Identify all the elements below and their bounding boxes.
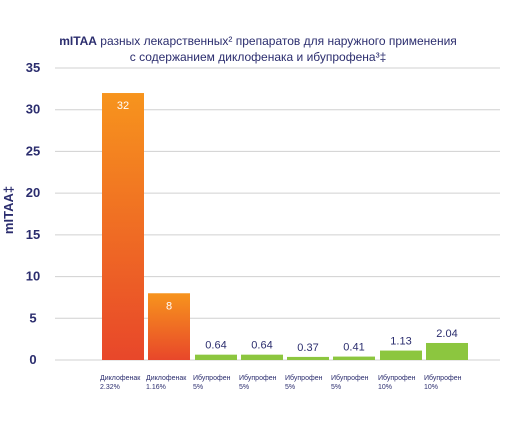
y-tick-label: 20 <box>26 185 40 200</box>
data-label: 0.64 <box>205 340 226 352</box>
data-label: 0.64 <box>251 340 272 352</box>
data-label: 2.04 <box>436 328 457 340</box>
bar <box>380 350 422 360</box>
x-tick-label-sub: 2.32% <box>100 384 120 391</box>
x-tick-label: Ибупрофен <box>239 374 277 382</box>
x-tick-label: Ибупрофен <box>285 374 323 382</box>
data-label: 32 <box>117 100 129 112</box>
x-tick-label: Ибупрофен <box>378 374 416 382</box>
data-label: 1.13 <box>390 336 411 348</box>
data-label: 0.37 <box>297 342 318 354</box>
chart-title: mITAA разных лекарственных² препаратов д… <box>0 33 516 65</box>
x-tick-label-sub: 5% <box>285 384 295 391</box>
y-tick-label: 10 <box>26 269 40 284</box>
title-bold: mITAA <box>59 34 97 48</box>
bar <box>287 356 329 360</box>
data-label: 0.41 <box>343 342 364 354</box>
title-rest: разных лекарственных² препаратов для нар… <box>96 34 457 48</box>
y-tick-label: 0 <box>29 352 36 367</box>
x-tick-label-sub: 5% <box>239 384 249 391</box>
data-label: 8 <box>166 300 172 312</box>
y-tick-label: 30 <box>26 102 40 117</box>
y-tick-label: 35 <box>26 60 40 75</box>
bar <box>241 354 283 360</box>
x-tick-label: Ибупрофен <box>331 374 369 382</box>
x-tick-label-sub: 1.16% <box>146 384 166 391</box>
x-tick-label-sub: 10% <box>378 384 392 391</box>
bar <box>102 93 144 361</box>
bar <box>195 354 237 360</box>
x-tick-label: Ибупрофен <box>424 374 462 382</box>
y-tick-label: 5 <box>29 310 36 325</box>
bar <box>148 293 190 360</box>
bar <box>333 356 375 360</box>
x-tick-label: Диклофенак <box>100 375 141 382</box>
x-tick-label-sub: 10% <box>424 384 438 391</box>
y-axis-label: mITAA‡ <box>1 186 16 234</box>
y-tick-label: 15 <box>26 227 40 242</box>
x-tick-label-sub: 5% <box>331 384 341 391</box>
title-line2: с содержанием диклофенака и ибупрофена³‡ <box>129 50 387 64</box>
bar <box>426 342 468 360</box>
x-tick-label-sub: 5% <box>193 384 203 391</box>
x-tick-label: Ибупрофен <box>193 374 231 382</box>
y-tick-label: 25 <box>26 143 40 158</box>
x-tick-label: Диклофенак <box>146 375 187 382</box>
